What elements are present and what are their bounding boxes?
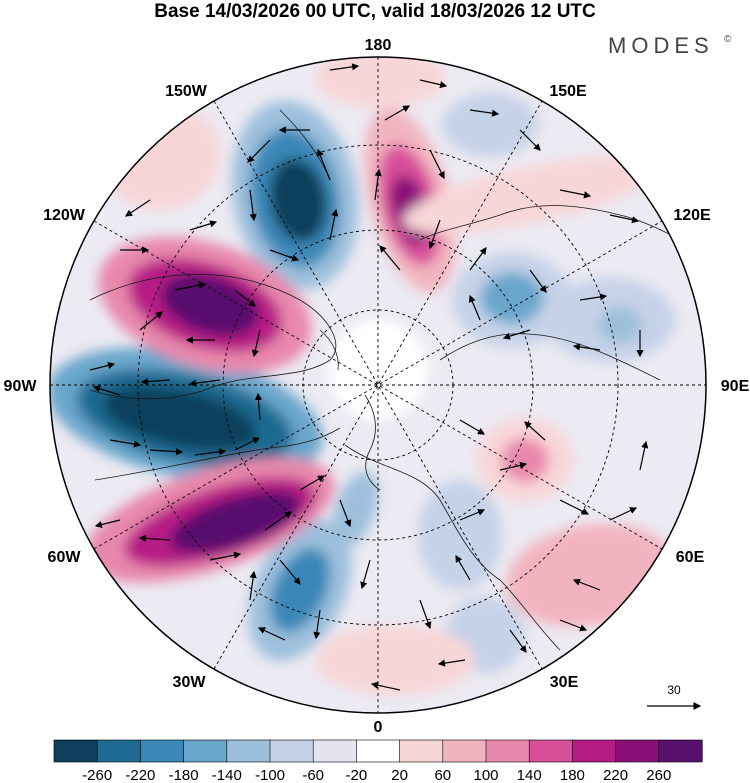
colorbar-tick-label: 20 bbox=[391, 767, 408, 783]
lon-label-30w: 30W bbox=[173, 674, 207, 691]
colorbar-ticks: -260 -220 -180 -140 -100 -60 -20 20 60 100 140 180 2… bbox=[82, 767, 671, 783]
reference-vector: 30 bbox=[647, 683, 702, 710]
chart-title: Base 14/03/2026 00 UTC, valid 18/03/2026… bbox=[154, 1, 596, 22]
colorbar-tick-label: -60 bbox=[302, 767, 324, 783]
colorbar-tick-label: 180 bbox=[560, 767, 585, 783]
colorbar-box bbox=[485, 739, 530, 763]
globe-border bbox=[49, 56, 707, 714]
brand-copyright-mark: © bbox=[724, 34, 732, 45]
colorbar-tick-label: -140 bbox=[212, 767, 242, 783]
colorbar-tick-label: -260 bbox=[82, 767, 112, 783]
lon-label-60e: 60E bbox=[676, 549, 705, 566]
colorbar-box bbox=[312, 739, 358, 763]
lon-label-30e: 30E bbox=[550, 674, 579, 691]
brand-wordmark: MODES bbox=[608, 33, 714, 58]
colorbar-tick-label: 260 bbox=[646, 767, 671, 783]
lon-label-180: 180 bbox=[365, 37, 392, 54]
colorbar-box bbox=[140, 739, 185, 763]
colorbar-boxes bbox=[53, 739, 703, 763]
colorbar-tick-label: 140 bbox=[517, 767, 542, 783]
colorbar-box bbox=[269, 739, 314, 763]
lon-label-120e: 120E bbox=[673, 207, 711, 224]
colorbar-tick-label: -220 bbox=[125, 767, 155, 783]
lon-label-120w: 120W bbox=[43, 207, 86, 224]
colorbar-box bbox=[356, 739, 401, 763]
modes-logo: MODES © bbox=[608, 33, 732, 58]
colorbar-tick-label: -180 bbox=[169, 767, 199, 783]
colorbar-box bbox=[615, 739, 660, 763]
colorbar-box bbox=[572, 739, 617, 763]
colorbar-box bbox=[528, 739, 574, 763]
colorbar-box bbox=[53, 739, 98, 763]
longitude-labels: 180 150E 120E 90E 60E 30E 0 30W 60W 90W … bbox=[4, 37, 750, 736]
colorbar-box bbox=[183, 739, 228, 763]
colorbar-box bbox=[226, 739, 271, 763]
lon-label-60w: 60W bbox=[48, 549, 82, 566]
wind-vectors bbox=[89, 63, 649, 691]
lon-label-150w: 150W bbox=[165, 83, 208, 100]
lon-label-150e: 150E bbox=[549, 83, 587, 100]
colorbar-box bbox=[658, 739, 703, 763]
lon-label-90e: 90E bbox=[721, 378, 750, 395]
colorbar: -260 -220 -180 -140 -100 -60 -20 20 60 100 140 180 2… bbox=[53, 739, 703, 783]
colorbar-box bbox=[442, 739, 487, 763]
colorbar-box bbox=[399, 739, 444, 763]
globe-disk bbox=[50, 57, 706, 713]
colorbar-tick-label: 60 bbox=[434, 767, 451, 783]
graticule bbox=[50, 57, 706, 713]
colorbar-tick-label: 220 bbox=[603, 767, 628, 783]
colorbar-tick-label: -20 bbox=[346, 767, 368, 783]
reference-vector-label: 30 bbox=[667, 683, 681, 697]
colorbar-tick-label: -100 bbox=[255, 767, 285, 783]
colorbar-box bbox=[96, 739, 141, 763]
lon-label-90w: 90W bbox=[4, 378, 38, 395]
colorbar-tick-label: 100 bbox=[473, 767, 498, 783]
lon-label-0: 0 bbox=[374, 719, 383, 736]
anomaly-field bbox=[50, 57, 675, 695]
